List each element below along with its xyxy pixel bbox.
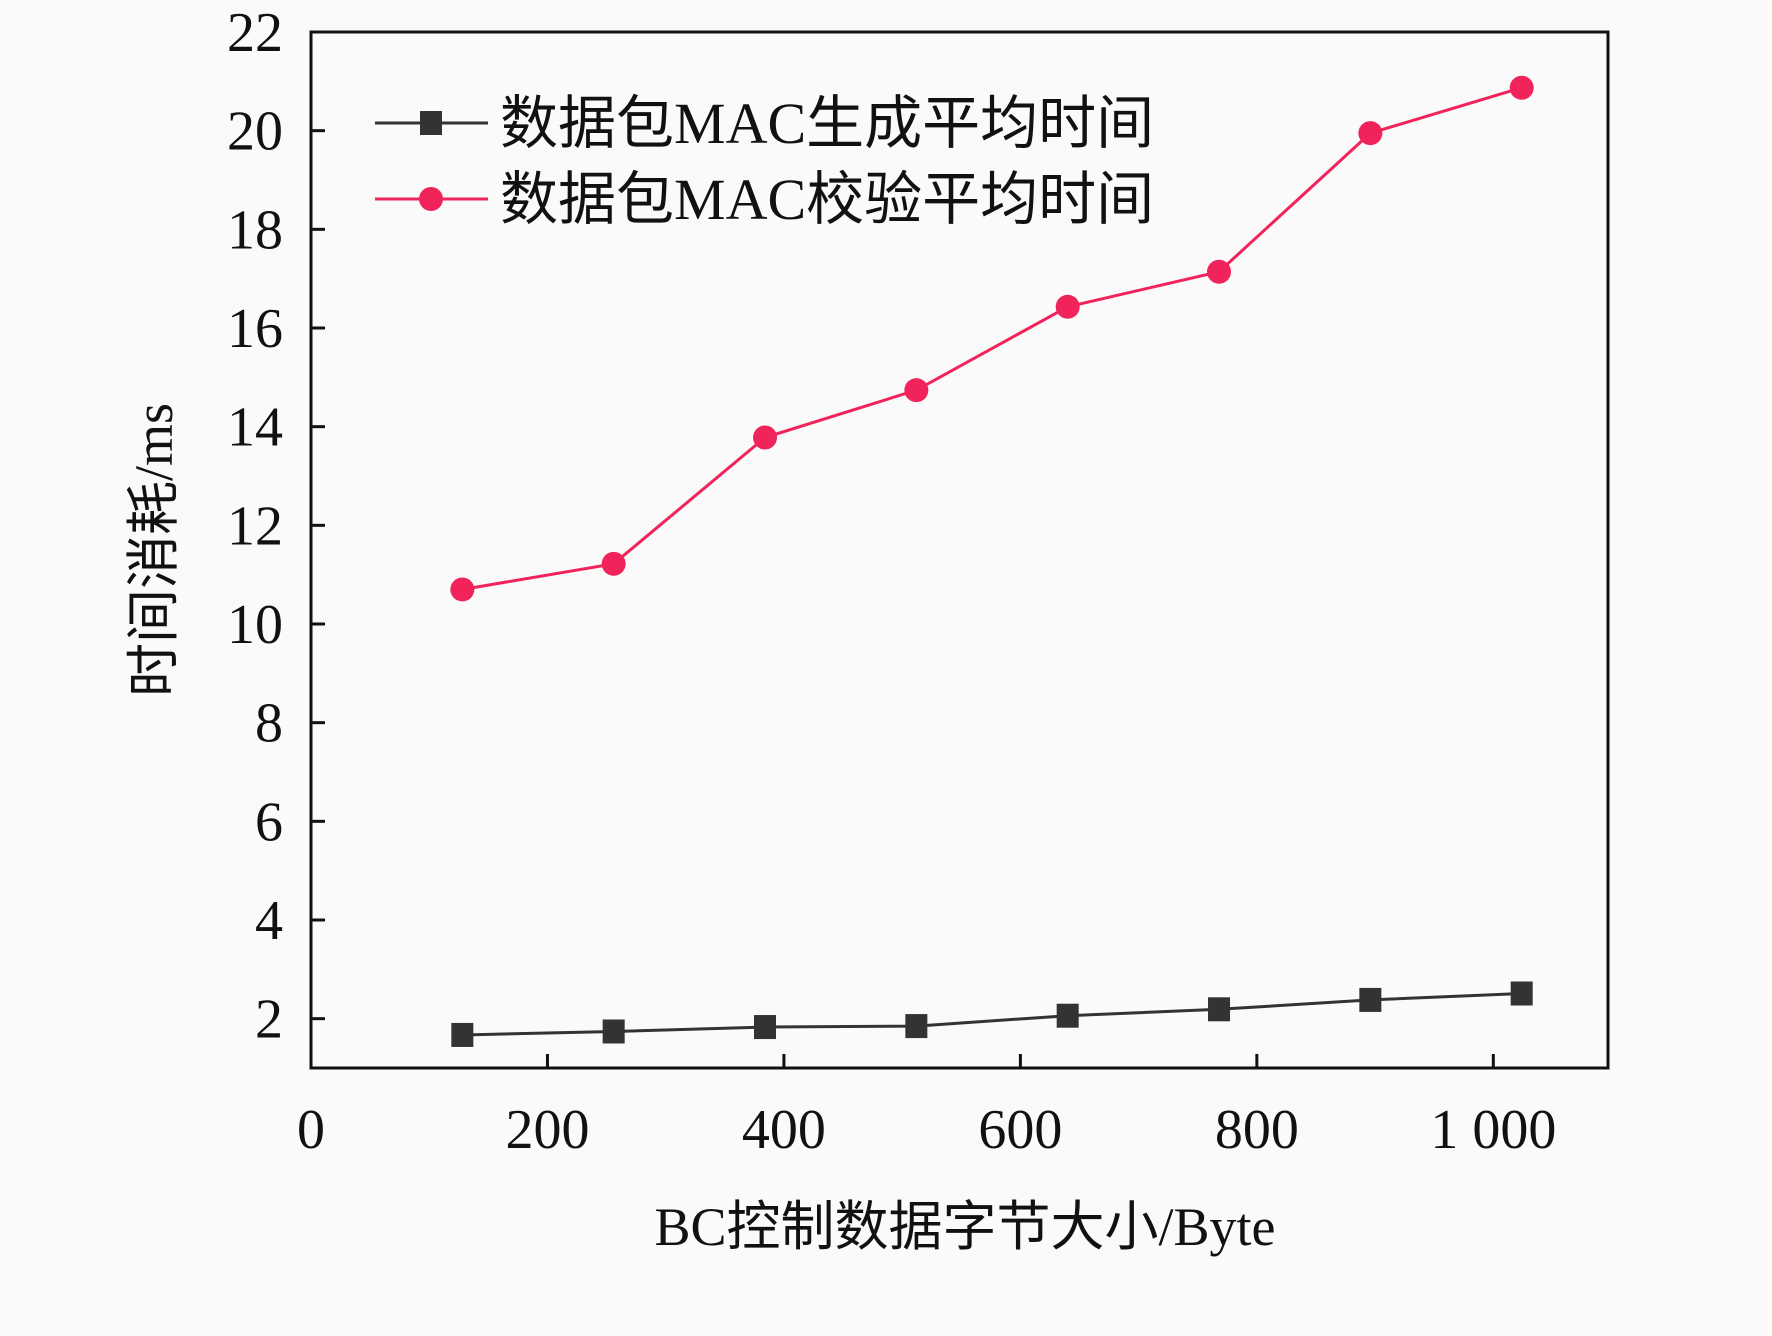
- x-axis-label: BC控制数据字节大小/Byte: [654, 1197, 1275, 1257]
- y-tick-label: 10: [227, 594, 283, 656]
- data-point-verify: [450, 577, 475, 602]
- y-tick-label: 4: [255, 890, 283, 952]
- y-tick-label: 6: [255, 791, 283, 853]
- y-tick-label: 16: [227, 298, 283, 360]
- data-point-generate: [1510, 981, 1533, 1006]
- x-tick-label: 800: [1215, 1099, 1299, 1161]
- x-tick-label: 400: [742, 1099, 826, 1161]
- series-line-1: [462, 86, 1523, 591]
- data-point-generate: [1056, 1003, 1079, 1028]
- y-tick-label: 20: [227, 101, 283, 163]
- plot-frame: [309, 30, 1610, 1070]
- data-point-verify: [904, 378, 929, 403]
- data-point-verify: [1358, 121, 1383, 146]
- legend: 数据包MAC生成平均时间 数据包MAC校验平均时间: [375, 91, 1154, 232]
- data-point-generate: [754, 1015, 777, 1040]
- series-line-0: [462, 992, 1522, 1037]
- x-tick-label: 600: [978, 1099, 1062, 1161]
- y-tick-label: 12: [227, 495, 283, 557]
- legend-label-generate: 数据包MAC生成平均时间: [500, 91, 1154, 156]
- y-tick-label: 18: [227, 199, 283, 261]
- data-point-verify: [601, 551, 626, 576]
- y-tick-label: 14: [227, 397, 283, 459]
- y-tick-label: 22: [227, 2, 283, 64]
- data-point-generate: [905, 1014, 928, 1039]
- x-tick-label: 1 000: [1430, 1099, 1556, 1161]
- data-point-verify: [753, 425, 778, 450]
- legend-marker-circle: [419, 187, 443, 211]
- data-point-verify: [1509, 75, 1534, 100]
- legend-label-verify: 数据包MAC校验平均时间: [500, 167, 1154, 232]
- y-axis-label: 时间消耗/ms: [124, 403, 184, 697]
- legend-marker-square: [420, 111, 442, 135]
- y-tick-label: 8: [255, 693, 283, 755]
- y-tick-label: 2: [255, 989, 283, 1051]
- x-tick-label: 200: [505, 1099, 589, 1161]
- data-point-generate: [1208, 997, 1231, 1022]
- data-point-generate: [1359, 987, 1382, 1012]
- data-point-generate: [451, 1022, 474, 1047]
- data-point-generate: [602, 1019, 625, 1044]
- x-tick-label: 0: [297, 1099, 325, 1161]
- data-point-verify: [1055, 294, 1080, 319]
- data-point-verify: [1207, 259, 1232, 284]
